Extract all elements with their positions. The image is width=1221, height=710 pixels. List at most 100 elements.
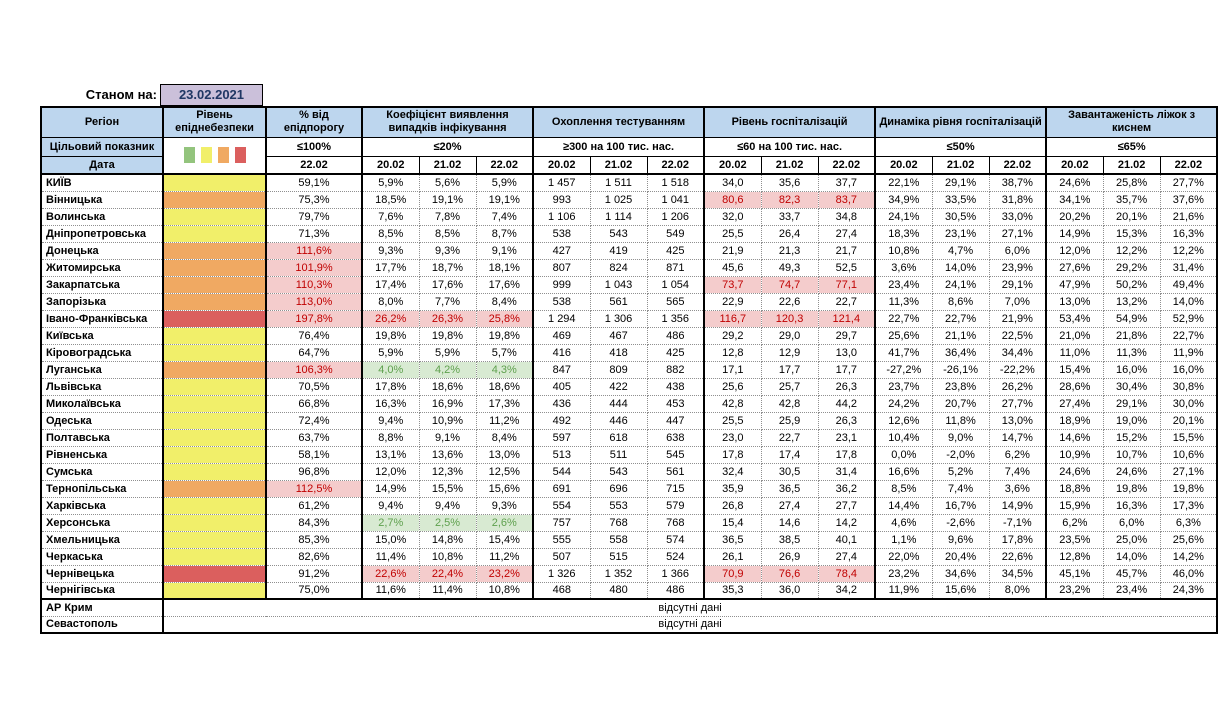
testing-cell: 1 294 [532,310,591,328]
dynamics-cell: 8,6% [932,293,990,311]
testing-cell: 486 [647,582,705,600]
detection-cell: 19,1% [476,191,534,209]
dynamics-cell: 22,1% [874,174,933,192]
oxygen-beds-cell: 14,9% [1045,225,1104,243]
hospitalization-cell: 27,4 [761,497,819,515]
oxygen-beds-cell: 30,4% [1103,378,1161,396]
testing-cell: 425 [647,242,705,260]
testing-cell: 574 [647,531,705,549]
detection-cell: 8,4% [476,293,534,311]
testing-cell: 768 [647,514,705,532]
dynamics-cell: 22,5% [989,327,1047,345]
testing-cell: 618 [590,429,648,447]
table-row: Чернігівська 75,0% 11,6% 11,4% 10,8% 468 480 48… [41,582,1218,600]
detection-cell: 19,1% [419,191,477,209]
dynamics-cell: 4,6% [874,514,933,532]
epidemic-level-cell [162,497,267,515]
testing-cell: 558 [590,531,648,549]
col-header-hospitalization-level: Рівень госпіталізацій [703,106,876,138]
testing-cell: 538 [532,225,591,243]
hospitalization-cell: 27,4 [818,225,876,243]
date-cell: 20.02 [532,155,591,175]
hospitalization-cell: 26,4 [761,225,819,243]
dynamics-cell: 21,1% [932,327,990,345]
dynamics-cell: 25,6% [874,327,933,345]
testing-cell: 807 [532,259,591,277]
table-row: Волинська 79,7% 7,6% 7,8% 7,4% 1 106 1 114 1 20… [41,208,1218,226]
hospitalization-cell: 23,0 [703,429,762,447]
target-dynamics: ≤50% [874,136,1047,157]
detection-cell: 10,9% [419,412,477,430]
detection-cell: 17,4% [361,276,420,294]
oxygen-beds-cell: 13,2% [1103,293,1161,311]
table-row: Харківська 61,2% 9,4% 9,4% 9,3% 554 553 579 26,8… [41,497,1218,515]
hospitalization-cell: 78,4 [818,565,876,583]
detection-cell: 8,5% [361,225,420,243]
target-testing: ≥300 на 100 тис. нас. [532,136,705,157]
pct-threshold-cell: 91,2% [265,565,363,583]
oxygen-beds-cell: 24,6% [1045,174,1104,192]
col-header-detection-coefficient: Коефіцієнт виявлення випадків інфікуванн… [360,106,534,138]
dynamics-cell: 8,5% [874,480,933,498]
dynamics-cell: 6,0% [989,242,1047,260]
orange-level-swatch-icon [217,147,229,164]
table-row: Рівненська 58,1% 13,1% 13,6% 13,0% 513 511 545 1… [41,446,1218,464]
dynamics-cell: 34,4% [989,344,1047,362]
col-header-hospitalization-dynamics: Динаміка рівня госпіталізацій [874,106,1047,138]
oxygen-beds-cell: 23,5% [1045,531,1104,549]
hospitalization-cell: 70,9 [703,565,762,583]
dynamics-cell: 29,1% [989,276,1047,294]
oxygen-beds-cell: 20,1% [1103,208,1161,226]
region-name: Кіровоградська [41,344,164,362]
oxygen-beds-cell: 45,1% [1045,565,1104,583]
detection-cell: 11,2% [476,412,534,430]
hospitalization-cell: 22,7 [818,293,876,311]
table-row: Сумська 96,8% 12,0% 12,3% 12,5% 544 543 561 32,4… [41,463,1218,481]
dynamics-cell: 20,4% [932,548,990,566]
pct-threshold-cell: 70,5% [265,378,363,396]
hospitalization-cell: 21,7 [818,242,876,260]
oxygen-beds-cell: 14,2% [1160,548,1218,566]
oxygen-beds-cell: 16,0% [1103,361,1161,379]
oxygen-beds-cell: 22,7% [1160,327,1218,345]
detection-cell: 4,2% [419,361,477,379]
dynamics-cell: 3,6% [989,480,1047,498]
region-name: Київська [41,327,164,345]
table-row-no-data: Севастополь відсутні дані [41,616,1218,634]
epidemic-level-cell [162,412,267,430]
detection-cell: 5,9% [361,344,420,362]
oxygen-beds-cell: 37,6% [1160,191,1218,209]
group-header-row: Регіон Рівень епіднебезпеки % від епідпо… [40,106,1218,138]
detection-cell: 8,7% [476,225,534,243]
table-row: Житомирська 101,9% 17,7% 18,7% 18,1% 807 824 87… [41,259,1218,277]
testing-cell: 579 [647,497,705,515]
oxygen-beds-cell: 52,9% [1160,310,1218,328]
hospitalization-cell: 116,7 [703,310,762,328]
dynamics-cell: 7,4% [989,463,1047,481]
oxygen-beds-cell: 54,9% [1103,310,1161,328]
oxygen-beds-cell: 29,1% [1103,395,1161,413]
dynamics-cell: 0,0% [874,446,933,464]
dynamics-cell: 11,9% [874,582,933,600]
date-cell: 22.02 [475,155,534,175]
dynamics-cell: 22,7% [874,310,933,328]
oxygen-beds-cell: 34,1% [1045,191,1104,209]
oxygen-beds-cell: 19,0% [1103,412,1161,430]
dynamics-cell: 24,1% [932,276,990,294]
detection-cell: 22,4% [419,565,477,583]
table-row-no-data: АР Крим відсутні дані [41,598,1218,617]
oxygen-beds-cell: 27,7% [1160,174,1218,192]
detection-cell: 11,4% [419,582,477,600]
dynamics-cell: 3,6% [874,259,933,277]
region-name: Закарпатська [41,276,164,294]
oxygen-beds-cell: 16,3% [1160,225,1218,243]
oxygen-beds-cell: 24,6% [1045,463,1104,481]
epidemic-level-legend [162,136,267,175]
testing-cell: 405 [532,378,591,396]
testing-cell: 444 [590,395,648,413]
detection-cell: 11,2% [476,548,534,566]
dynamics-cell: 1,1% [874,531,933,549]
date-cell: 22.02 [988,155,1047,175]
dynamics-cell: 18,3% [874,225,933,243]
detection-cell: 19,8% [419,327,477,345]
